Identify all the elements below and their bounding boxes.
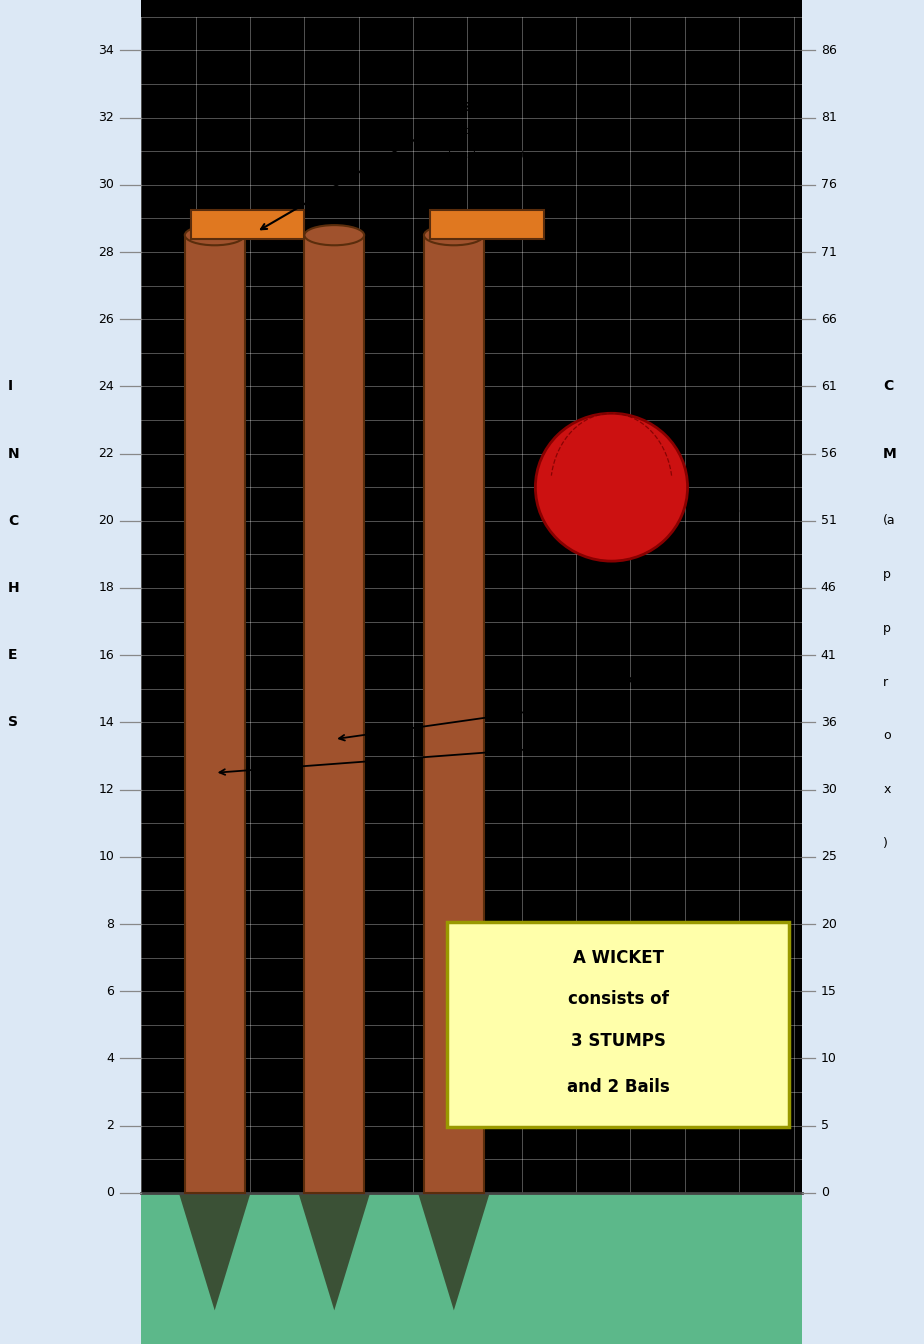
Bar bbox=[190, 210, 304, 239]
Bar bbox=[0, 0, 141, 1344]
Text: 10: 10 bbox=[98, 851, 115, 863]
Text: 30: 30 bbox=[821, 784, 836, 796]
FancyBboxPatch shape bbox=[447, 922, 789, 1128]
Text: 25: 25 bbox=[821, 851, 836, 863]
Text: 56: 56 bbox=[821, 448, 836, 460]
Text: 28: 28 bbox=[98, 246, 115, 258]
Ellipse shape bbox=[535, 414, 687, 562]
Text: 66: 66 bbox=[821, 313, 836, 325]
Text: 20: 20 bbox=[821, 918, 836, 930]
Text: 46: 46 bbox=[821, 582, 836, 594]
Bar bbox=[185, 235, 245, 1193]
Text: 81: 81 bbox=[821, 112, 836, 124]
Bar bbox=[141, 0, 802, 1344]
Text: 15: 15 bbox=[821, 985, 836, 997]
Text: ): ) bbox=[883, 837, 888, 849]
Text: x: x bbox=[883, 784, 891, 796]
Text: H: H bbox=[8, 581, 19, 595]
Text: STUMPS: STUMPS bbox=[584, 676, 642, 688]
Text: not attached,: not attached, bbox=[432, 126, 507, 136]
Text: 30: 30 bbox=[98, 179, 115, 191]
Text: BAILS: BAILS bbox=[432, 101, 473, 114]
Text: 12: 12 bbox=[98, 784, 115, 796]
Text: 26: 26 bbox=[98, 313, 115, 325]
Text: 41: 41 bbox=[821, 649, 836, 661]
Ellipse shape bbox=[185, 224, 245, 245]
Polygon shape bbox=[418, 1193, 490, 1310]
Text: 6: 6 bbox=[106, 985, 115, 997]
Text: 18: 18 bbox=[98, 582, 115, 594]
Bar bbox=[430, 210, 543, 239]
Text: 3 STUMPS: 3 STUMPS bbox=[571, 1032, 665, 1050]
Text: 71: 71 bbox=[821, 246, 836, 258]
Text: o: o bbox=[883, 730, 891, 742]
Text: p: p bbox=[883, 569, 891, 581]
Text: I: I bbox=[8, 379, 13, 394]
Text: A WICKET: A WICKET bbox=[573, 949, 663, 968]
Text: 14: 14 bbox=[98, 716, 115, 728]
Ellipse shape bbox=[424, 224, 484, 245]
Text: 76: 76 bbox=[821, 179, 836, 191]
Text: 2: 2 bbox=[106, 1120, 115, 1132]
Text: 16: 16 bbox=[98, 649, 115, 661]
Text: and 2 Bails: and 2 Bails bbox=[567, 1078, 670, 1097]
Text: 0: 0 bbox=[821, 1187, 829, 1199]
Text: N: N bbox=[8, 446, 19, 461]
Text: 5: 5 bbox=[821, 1120, 829, 1132]
Text: (a: (a bbox=[883, 515, 896, 527]
Text: 0: 0 bbox=[106, 1187, 115, 1199]
Text: E: E bbox=[8, 648, 18, 663]
Text: M: M bbox=[883, 446, 897, 461]
Text: 86: 86 bbox=[821, 44, 836, 56]
Text: 20: 20 bbox=[98, 515, 115, 527]
Bar bbox=[424, 235, 484, 1193]
Text: p: p bbox=[883, 622, 891, 634]
Text: C: C bbox=[8, 513, 18, 528]
Text: 51: 51 bbox=[821, 515, 836, 527]
Text: 61: 61 bbox=[821, 380, 836, 392]
Polygon shape bbox=[179, 1193, 250, 1310]
Text: r: r bbox=[883, 676, 888, 688]
Text: 32: 32 bbox=[98, 112, 115, 124]
Bar bbox=[802, 0, 924, 1344]
Text: 4: 4 bbox=[106, 1052, 115, 1064]
Text: 24: 24 bbox=[98, 380, 115, 392]
Text: consists of: consists of bbox=[568, 989, 669, 1008]
Bar bbox=[304, 235, 364, 1193]
Text: 34: 34 bbox=[98, 44, 115, 56]
Bar bbox=[141, 1193, 802, 1344]
Text: 10: 10 bbox=[821, 1052, 836, 1064]
Text: to same scale: to same scale bbox=[701, 505, 778, 516]
Text: just resting on stumps: just resting on stumps bbox=[432, 149, 556, 160]
Text: 8: 8 bbox=[106, 918, 115, 930]
Text: 36: 36 bbox=[821, 716, 836, 728]
Text: C: C bbox=[883, 379, 894, 394]
Polygon shape bbox=[298, 1193, 371, 1310]
Text: 22: 22 bbox=[98, 448, 115, 460]
Ellipse shape bbox=[304, 224, 364, 245]
Text: Ball: Ball bbox=[701, 457, 727, 470]
Text: S: S bbox=[8, 715, 18, 730]
